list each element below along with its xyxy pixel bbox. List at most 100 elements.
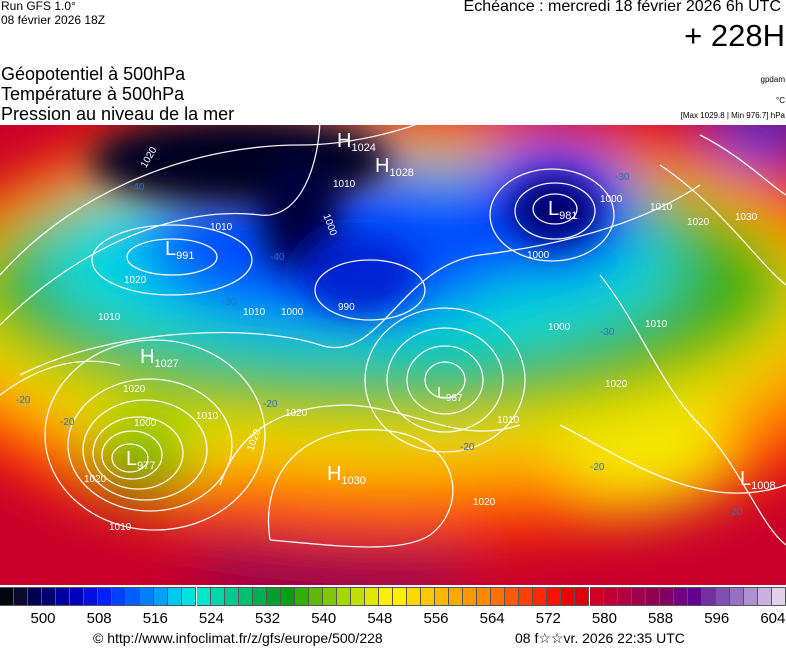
isobar-label: 1010 <box>645 319 668 330</box>
colorbar-cell <box>196 587 211 606</box>
isobar-label: 1000 <box>548 322 571 333</box>
colorbar-cell <box>0 587 15 606</box>
isobar-label: 1020 <box>473 497 496 508</box>
colorbar-tick-label: 548 <box>367 610 393 627</box>
colorbar-cell <box>210 587 225 606</box>
model-run: Run GFS 1.0° <box>1 0 76 13</box>
colorbar-cell <box>631 587 646 606</box>
isobar-label: 1010 <box>98 312 121 323</box>
isobar-label: 1020 <box>605 379 628 390</box>
isobar-label: 1010 <box>497 415 520 426</box>
low-center: L991 <box>165 238 194 262</box>
colorbar-cell <box>252 587 267 606</box>
high-center: H1030 <box>327 463 366 487</box>
colorbar-cell <box>266 587 281 606</box>
colorbar-cell <box>491 587 506 606</box>
colorbar-cell <box>561 587 576 606</box>
colorbar-cell <box>350 587 365 606</box>
colorbar <box>0 587 786 606</box>
colorbar-cell <box>126 587 141 606</box>
colorbar-cell <box>701 587 716 606</box>
colorbar-cell <box>168 587 183 606</box>
colorbar-cell <box>364 587 379 606</box>
isotherm-label: -30 <box>600 327 615 338</box>
lead-time: + 228H <box>684 18 785 53</box>
colorbar-tick-label: 564 <box>479 610 505 627</box>
colorbar-cell <box>280 587 295 606</box>
pressure-centers: H1024 H1028 L981 L991 H1027 L977 H1030 L… <box>126 130 776 492</box>
colorbar-cell <box>322 587 337 606</box>
isotherm-label: -40 <box>130 182 145 193</box>
colorbar-cell <box>182 587 197 606</box>
colorbar-tick-label: 500 <box>30 610 56 627</box>
colorbar-cell <box>533 587 548 606</box>
geopotential-field <box>0 125 786 585</box>
isobar-label: 1020 <box>285 408 308 419</box>
colorbar-cell <box>547 587 562 606</box>
generated-time: 08 f☆☆vr. 2026 22:35 UTC <box>515 630 685 646</box>
colorbar-tick-label: 604 <box>760 610 786 627</box>
title-pressure: Pression au niveau de la mer <box>1 104 235 124</box>
high-center: H1027 <box>140 346 179 370</box>
low-center: L987 <box>437 385 463 404</box>
isobar-label: 1010 <box>109 522 132 533</box>
isobar-label: 1010 <box>333 179 356 190</box>
colorbar-cell <box>238 587 253 606</box>
colorbar-cell <box>477 587 492 606</box>
colorbar-cell <box>575 587 590 606</box>
colorbar-cell <box>378 587 393 606</box>
colorbar-cell <box>519 587 534 606</box>
isobar-label: 1010 <box>210 222 233 233</box>
unit-temperature: °C <box>776 96 785 105</box>
colorbar-cell <box>98 587 113 606</box>
isotherm-label: -20 <box>263 399 278 410</box>
colorbar-tick-label: 588 <box>648 610 674 627</box>
isobar-label: 1010 <box>196 411 219 422</box>
colorbar-cell <box>617 587 632 606</box>
pressure-range: [Max 1029.8 | Min 976.7] hPa <box>680 111 785 120</box>
colorbar-cell <box>435 587 450 606</box>
isobar-label: 1020 <box>124 275 147 286</box>
low-center: L981 <box>548 198 577 222</box>
colorbar-cell <box>336 587 351 606</box>
colorbar-cell <box>112 587 127 606</box>
isotherm-labels: -40 -40 -30 -30 -30 -20 -20 -20 -20 -20 … <box>16 172 743 518</box>
isotherm-label: -20 <box>728 507 743 518</box>
colorbar-cell <box>757 587 772 606</box>
colorbar-tick-label: 524 <box>198 610 224 627</box>
colorbar-cell <box>673 587 688 606</box>
colorbar-cell <box>729 587 744 606</box>
isobar-label: 1000 <box>281 307 304 318</box>
colorbar-cell <box>14 587 29 606</box>
colorbar-cell <box>589 587 604 606</box>
isobar-label: 1030 <box>735 212 758 223</box>
run-date: 08 février 2026 18Z <box>1 13 106 27</box>
colorbar-cell <box>771 587 786 606</box>
unit-geopotential: gpdam <box>760 75 785 84</box>
forecast-valid-time: Echéance : mercredi 18 février 2026 6h U… <box>463 0 781 15</box>
high-center: H1028 <box>375 155 414 179</box>
colorbar-cell <box>463 587 478 606</box>
isobar-label: 1000 <box>527 250 550 261</box>
colorbar-cell <box>140 587 155 606</box>
colorbar-cell <box>56 587 71 606</box>
colorbar-tick-label: 540 <box>311 610 337 627</box>
isotherm-label: -20 <box>590 462 605 473</box>
isobar-label: 990 <box>338 302 355 313</box>
colorbar-tick-label: 580 <box>591 610 617 627</box>
colorbar-cell <box>687 587 702 606</box>
isotherm-label: -20 <box>460 442 475 453</box>
colorbar-cell <box>393 587 408 606</box>
isobar-label: 1020 <box>123 384 146 395</box>
colorbar-cell <box>308 587 323 606</box>
title-geopotential: Géopotentiel à 500hPa <box>1 64 186 84</box>
colorbar-cell <box>603 587 618 606</box>
colorbar-cell <box>70 587 85 606</box>
colorbar-tick-label: 516 <box>142 610 168 627</box>
isobar-label: 1020 <box>687 217 710 228</box>
colorbar-cell <box>224 587 239 606</box>
colorbar-cell <box>42 587 57 606</box>
colorbar-cell <box>743 587 758 606</box>
colorbar-cell <box>294 587 309 606</box>
copyright-link[interactable]: © http://www.infoclimat.fr/z/gfs/europe/… <box>93 630 383 646</box>
